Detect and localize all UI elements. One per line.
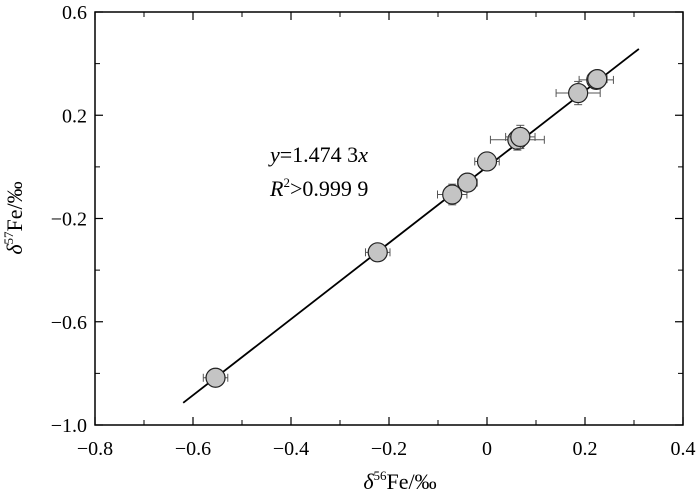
y-axis-label-delta: δ xyxy=(2,244,27,255)
plot-frame xyxy=(94,11,684,426)
data-point-marker xyxy=(205,367,226,388)
data-point-marker xyxy=(367,242,388,263)
y-axis-label: δ57Fe/‰ xyxy=(1,181,27,254)
x-axis-label-sup: 56 xyxy=(374,468,388,483)
equation-y-symbol: y xyxy=(268,142,280,167)
r2-value: >0.999 9 xyxy=(290,176,368,201)
data-point xyxy=(437,183,468,206)
data-point xyxy=(364,242,391,263)
regression-line xyxy=(182,48,640,404)
r2-superscript: 2 xyxy=(283,175,290,190)
data-point xyxy=(505,124,536,150)
x-tick-label: 0 xyxy=(482,438,492,460)
r2-symbol: R xyxy=(269,176,284,201)
x-tick-label: −0.2 xyxy=(371,438,407,460)
data-point xyxy=(586,69,608,90)
data-point-marker xyxy=(510,126,531,148)
data-point-marker xyxy=(568,82,589,104)
y-tick-label: −1.0 xyxy=(51,415,87,437)
data-point-marker xyxy=(587,69,608,90)
x-tick-label: −0.8 xyxy=(77,438,113,460)
points-layer xyxy=(202,69,614,388)
x-tick-label: −0.6 xyxy=(175,438,211,460)
data-point-marker xyxy=(476,151,498,172)
y-tick-label: 0.6 xyxy=(62,2,87,24)
data-point xyxy=(474,151,500,172)
x-tick-label: 0.2 xyxy=(573,438,598,460)
y-tick-label: −0.2 xyxy=(51,209,87,231)
x-axis-label-delta: δ xyxy=(363,469,374,493)
r2-annotation: R2>0.999 9 xyxy=(269,175,368,201)
x-tick-label: 0.4 xyxy=(671,438,696,460)
y-axis-label-suffix: Fe/‰ xyxy=(2,181,27,231)
data-point xyxy=(555,80,601,106)
equation-body: =1.474 3 xyxy=(280,142,358,167)
y-axis-label-sup: 57 xyxy=(1,231,16,245)
y-tick-label: −0.6 xyxy=(51,312,87,334)
data-point xyxy=(202,367,229,388)
x-axis-label: δ56Fe/‰ xyxy=(363,468,436,493)
equation-annotation: y=1.474 3x xyxy=(268,142,368,167)
fit-line-layer xyxy=(182,48,640,404)
data-point-marker xyxy=(457,172,478,193)
data-point-marker xyxy=(442,184,463,205)
ticks-layer: −0.8 −0.6 −0.4 −0.2 0 0.2 0.4 −1.0 −0.6 −0.2 0.2 0.… xyxy=(51,2,696,460)
equation-x-symbol: x xyxy=(357,142,368,167)
x-axis-label-suffix: Fe/‰ xyxy=(387,469,437,493)
y-tick-label: 0.2 xyxy=(62,105,87,127)
data-point xyxy=(457,172,478,193)
x-tick-label: −0.4 xyxy=(273,438,309,460)
